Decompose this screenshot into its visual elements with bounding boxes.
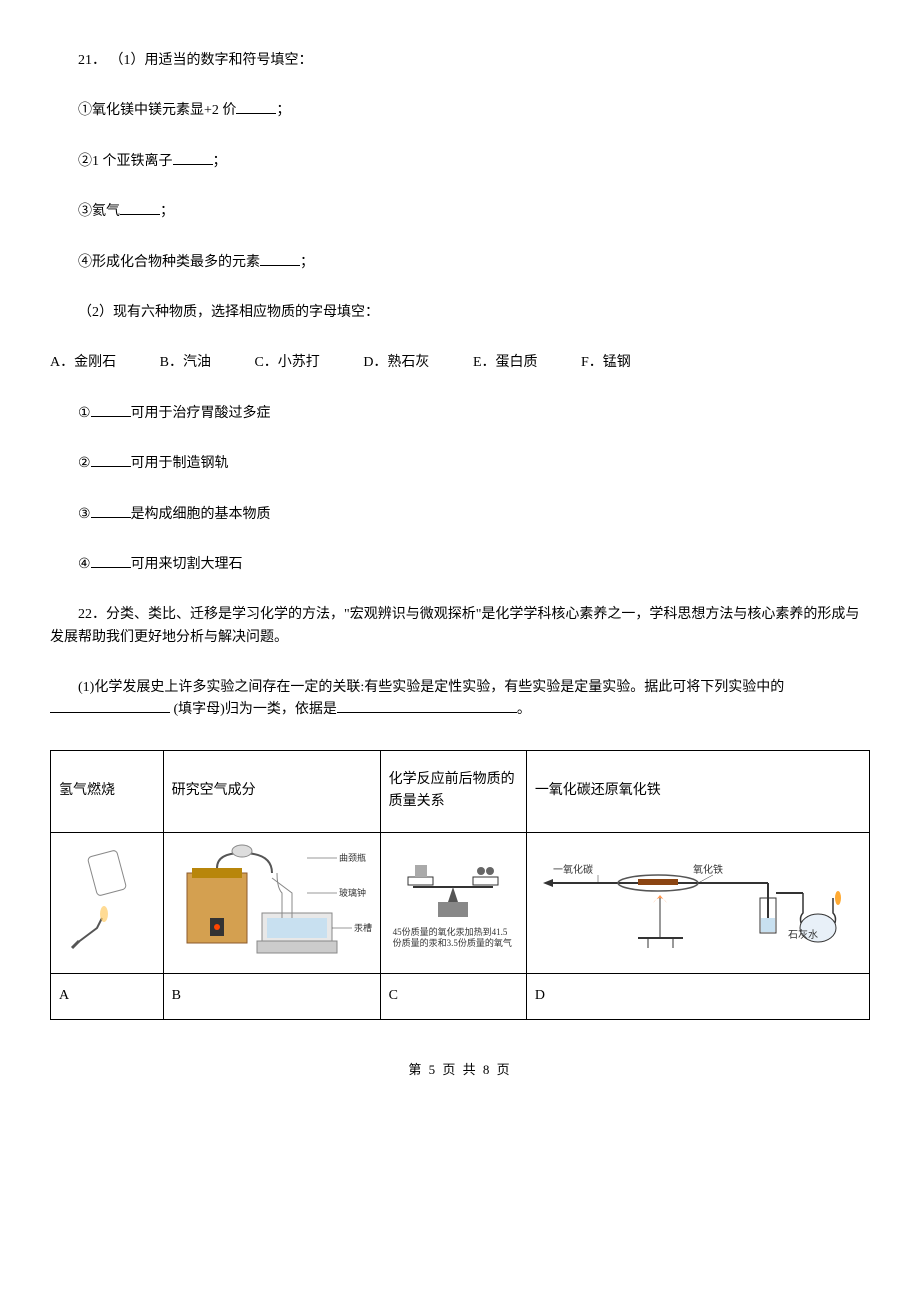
- blank-input[interactable]: [91, 453, 131, 467]
- blank-input[interactable]: [260, 252, 300, 266]
- table-header-cell: 一氧化碳还原氧化铁: [526, 750, 869, 832]
- table-header-cell: 化学反应前后物质的质量关系: [380, 750, 526, 832]
- q22-sub1: (1)化学发展史上许多实验之间存在一定的关联:有些实验是定性实验，有些实验是定量…: [50, 677, 870, 722]
- blank-input[interactable]: [173, 151, 213, 165]
- diagram-cell-c: 45份质量的氧化汞加热到41.5份质量的汞和3.5份质量的氧气: [380, 832, 526, 973]
- blank-input[interactable]: [50, 699, 170, 713]
- table-image-row: 曲颈瓶 玻璃钟 汞槽 45份质量的氧化汞加热到41.5份质量的汞和: [51, 832, 870, 973]
- table-letter-row: A B C D: [51, 973, 870, 1019]
- table-letter-cell: C: [380, 973, 526, 1019]
- q21-sub2: ②可用于制造钢轨: [50, 453, 870, 475]
- q22-intro: 22．分类、类比、迁移是学习化学的方法，"宏观辨识与微观探析"是化学学科核心素养…: [50, 604, 870, 649]
- q21-options: A．金刚石 B．汽油 C．小苏打 D．熟石灰 E．蛋白质 F．锰钢: [50, 352, 870, 374]
- diagram-cell-d: 一氧化碳 氧化铁 石灰水: [526, 832, 869, 973]
- q21-number: 21．: [78, 53, 106, 68]
- hydrogen-burning-diagram: [59, 843, 155, 963]
- q21-item1: ①氧化镁中镁元素显+2 价；: [50, 100, 870, 122]
- mass-conservation-diagram: 45份质量的氧化汞加热到41.5份质量的汞和3.5份质量的氧气: [389, 843, 518, 963]
- option-d: D．熟石灰: [363, 352, 429, 374]
- q21-sub1: ①可用于治疗胃酸过多症: [50, 403, 870, 425]
- table-letter-cell: D: [526, 973, 869, 1019]
- q21-sub3: ③是构成细胞的基本物质: [50, 504, 870, 526]
- table-header-row: 氢气燃烧 研究空气成分 化学反应前后物质的质量关系 一氧化碳还原氧化铁: [51, 750, 870, 832]
- q21-item3: ③氦气；: [50, 201, 870, 223]
- option-a: A．金刚石: [50, 352, 116, 374]
- blank-input[interactable]: [120, 201, 160, 215]
- table-header-cell: 氢气燃烧: [51, 750, 164, 832]
- svg-text:汞槽: 汞槽: [354, 922, 372, 933]
- option-b: B．汽油: [160, 352, 211, 374]
- diagram-cell-a: [51, 832, 164, 973]
- option-f: F．锰钢: [581, 352, 631, 374]
- svg-text:石灰水: 石灰水: [788, 928, 818, 941]
- table-header-cell: 研究空气成分: [163, 750, 380, 832]
- page-footer: 第 5 页 共 8 页: [50, 1060, 870, 1081]
- q21-item4: ④形成化合物种类最多的元素；: [50, 252, 870, 274]
- q21-part2-intro: （2）现有六种物质，选择相应物质的字母填空：: [50, 302, 870, 324]
- table-letter-cell: B: [163, 973, 380, 1019]
- experiment-table: 氢气燃烧 研究空气成分 化学反应前后物质的质量关系 一氧化碳还原氧化铁: [50, 750, 870, 1020]
- svg-text:玻璃钟: 玻璃钟: [339, 887, 366, 898]
- option-e: E．蛋白质: [473, 352, 538, 374]
- svg-text:氧化铁: 氧化铁: [693, 863, 723, 876]
- blank-input[interactable]: [91, 554, 131, 568]
- blank-input[interactable]: [91, 403, 131, 417]
- option-c: C．小苏打: [254, 352, 319, 374]
- svg-text:曲颈瓶: 曲颈瓶: [339, 852, 366, 863]
- air-composition-diagram: 曲颈瓶 玻璃钟 汞槽: [172, 843, 372, 963]
- q21-sub4: ④可用来切割大理石: [50, 554, 870, 576]
- q21-item2: ②1 个亚铁离子；: [50, 151, 870, 173]
- q21-part1-intro: 21． （1）用适当的数字和符号填空：: [50, 50, 870, 72]
- blank-input[interactable]: [236, 100, 276, 114]
- q21-part1-text: （1）用适当的数字和符号填空：: [110, 53, 313, 68]
- diagram-cell-b: 曲颈瓶 玻璃钟 汞槽: [163, 832, 380, 973]
- co-reduction-diagram: 一氧化碳 氧化铁 石灰水: [535, 843, 861, 963]
- diagram-c-caption: 45份质量的氧化汞加热到41.5份质量的汞和3.5份质量的氧气: [389, 927, 518, 949]
- blank-input[interactable]: [337, 699, 517, 713]
- svg-text:一氧化碳: 一氧化碳: [553, 863, 593, 876]
- blank-input[interactable]: [91, 504, 131, 518]
- table-letter-cell: A: [51, 973, 164, 1019]
